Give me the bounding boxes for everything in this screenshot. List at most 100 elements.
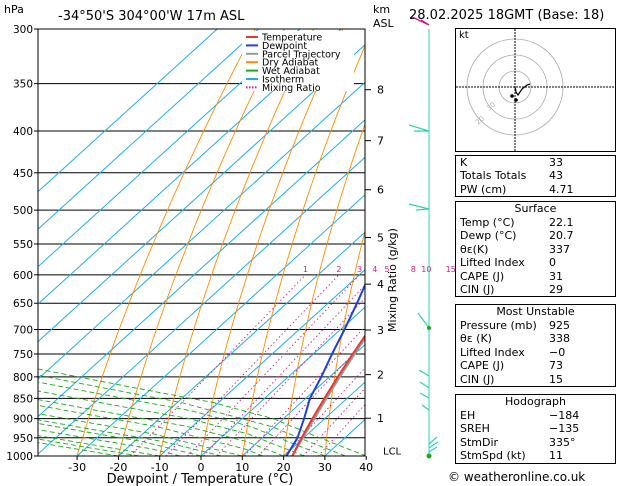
isotherm-line: [118, 231, 365, 456]
pressure-tick-label: 1000: [6, 451, 33, 463]
most-unstable-title: Most Unstable: [496, 305, 575, 318]
x-tick-label: -30: [68, 461, 86, 474]
hodograph-box: kt 20 30: [455, 28, 616, 152]
hodograph-table: Hodograph EH −184 SREH −135 StmDir 335° Stm…: [455, 394, 616, 464]
mixing-ratio-label: 4: [372, 265, 377, 274]
pressure-tick-label: 550: [13, 239, 33, 251]
mixing-ratio-label: 2: [336, 265, 341, 274]
hodograph-row: StmSpd (kt) 11: [460, 449, 563, 463]
wet-adiabat-line: [38, 374, 346, 456]
x-tick-label: 20: [277, 461, 291, 474]
dry-adiabat-line: [159, 29, 315, 456]
isotherm-line: [241, 343, 365, 456]
pressure-tick-label: 900: [13, 414, 33, 426]
wet-adiabat-line: [38, 404, 264, 456]
hodograph-title: Hodograph: [505, 395, 566, 408]
dewpoint-line: [285, 282, 365, 456]
isotherm-line: [38, 44, 365, 343]
x-tick-label: 0: [198, 461, 205, 474]
mixing-ratio-line: [216, 297, 365, 456]
isotherm-line: [159, 269, 365, 456]
footer-credit: © weatheronline.co.uk: [448, 470, 586, 484]
svg-text:30: 30: [485, 101, 497, 113]
mixing-ratio-line: [165, 274, 340, 456]
surface-row: θε(K) 337: [460, 242, 570, 256]
units-hpa: hPa: [4, 3, 24, 16]
hodograph-row: StmDir 335°: [460, 435, 576, 449]
x-tick-label: 30: [318, 461, 332, 474]
index-row: Totals Totals 43: [460, 169, 563, 183]
pressure-tick-label: 450: [13, 168, 33, 180]
km-tick-label: 3: [377, 324, 384, 337]
km-tick-label: 7: [377, 135, 384, 148]
x-tick-label: 10: [235, 461, 249, 474]
most-unstable-row: θε (K) 338: [460, 332, 570, 346]
most-unstable-row: Lifted Index −0: [460, 345, 566, 359]
dry-adiabat-line: [241, 44, 365, 456]
x-tick-label: -10: [151, 461, 169, 474]
mixing-ratio-line: [203, 284, 365, 456]
pressure-tick-label: 800: [13, 372, 33, 384]
mixing-ratio-label: 3: [357, 265, 362, 274]
parcel-trajectory-line: [291, 336, 365, 456]
mixing-ratio-label: 5: [384, 265, 389, 274]
legend-box: [242, 31, 354, 91]
mixing-ratio-line: [257, 340, 365, 456]
surface-row: CIN (J) 29: [460, 282, 563, 296]
isotherm-line: [38, 29, 218, 193]
indices-table: K 33 Totals Totals 43 PW (cm) 4.71: [455, 155, 616, 198]
mixing-ratio-line: [283, 367, 365, 456]
mixing-ratio-line: [302, 387, 365, 456]
mixing-ratio-line: [187, 274, 360, 456]
km-tick-label: 4: [377, 278, 384, 291]
location-title: -34°50'S 304°00'W 17m ASL: [58, 9, 245, 24]
km-tick-label: 8: [377, 84, 384, 97]
x-tick-label: 40: [359, 461, 373, 474]
most-unstable-table: Most Unstable Pressure (mb) 925 θε (K) 338…: [455, 304, 616, 387]
hodograph-row: SREH −135: [460, 422, 580, 436]
pressure-tick-label: 300: [13, 24, 33, 36]
dry-adiabat-line: [117, 29, 285, 456]
hodograph-plot: 20 30: [456, 29, 615, 151]
pressure-tick-label: 650: [13, 298, 33, 310]
dry-adiabat-line: [283, 122, 365, 456]
legend-item: Temperature: [261, 33, 322, 44]
legend-item: Isotherm: [262, 75, 304, 86]
wind-barbs: [408, 16, 439, 459]
temperature-line: [291, 334, 365, 456]
dry-adiabat-line: [324, 229, 365, 456]
isotherm-line: [38, 156, 365, 455]
surface-title: Surface: [514, 202, 557, 215]
lcl-label: LCL: [383, 447, 402, 458]
index-row: PW (cm) 4.71: [460, 182, 574, 196]
wet-adiabat-line: [38, 413, 243, 456]
legend-item: Dry Adiabat: [262, 58, 319, 69]
x-tick-label: -20: [109, 461, 127, 474]
km-tick-label: 5: [377, 231, 384, 244]
mixing-ratio-line: [317, 403, 365, 456]
most-unstable-row: Pressure (mb) 925: [460, 319, 570, 332]
pressure-tick-label: 350: [13, 79, 33, 91]
isotherm-line: [200, 306, 365, 456]
units-km: km: [373, 3, 390, 16]
mixing-ratio-line: [244, 326, 365, 456]
hodograph-row: EH −184: [460, 409, 580, 422]
dry-adiabat-line: [76, 29, 256, 456]
isotherm-line: [38, 81, 365, 380]
isotherm-line: [283, 381, 365, 456]
hodograph-kt-label: kt: [459, 30, 469, 41]
wet-adiabat-line: [38, 399, 284, 456]
pressure-tick-label: 600: [13, 270, 33, 282]
pressure-tick-label: 700: [13, 325, 33, 337]
svg-text:20: 20: [474, 115, 486, 127]
index-row: K 33: [460, 156, 563, 169]
wet-adiabat-line: [38, 390, 305, 456]
wet-adiabat-line: [38, 381, 326, 456]
pressure-tick-label: 950: [13, 433, 33, 445]
y-axis-title-mixing-ratio: Mixing Ratio (g/kg): [386, 228, 399, 332]
mixing-ratio-label: 8: [411, 265, 416, 274]
legend-item: Dewpoint: [262, 41, 307, 52]
km-tick-label: 1: [377, 412, 384, 425]
isotherm-line: [38, 29, 259, 230]
